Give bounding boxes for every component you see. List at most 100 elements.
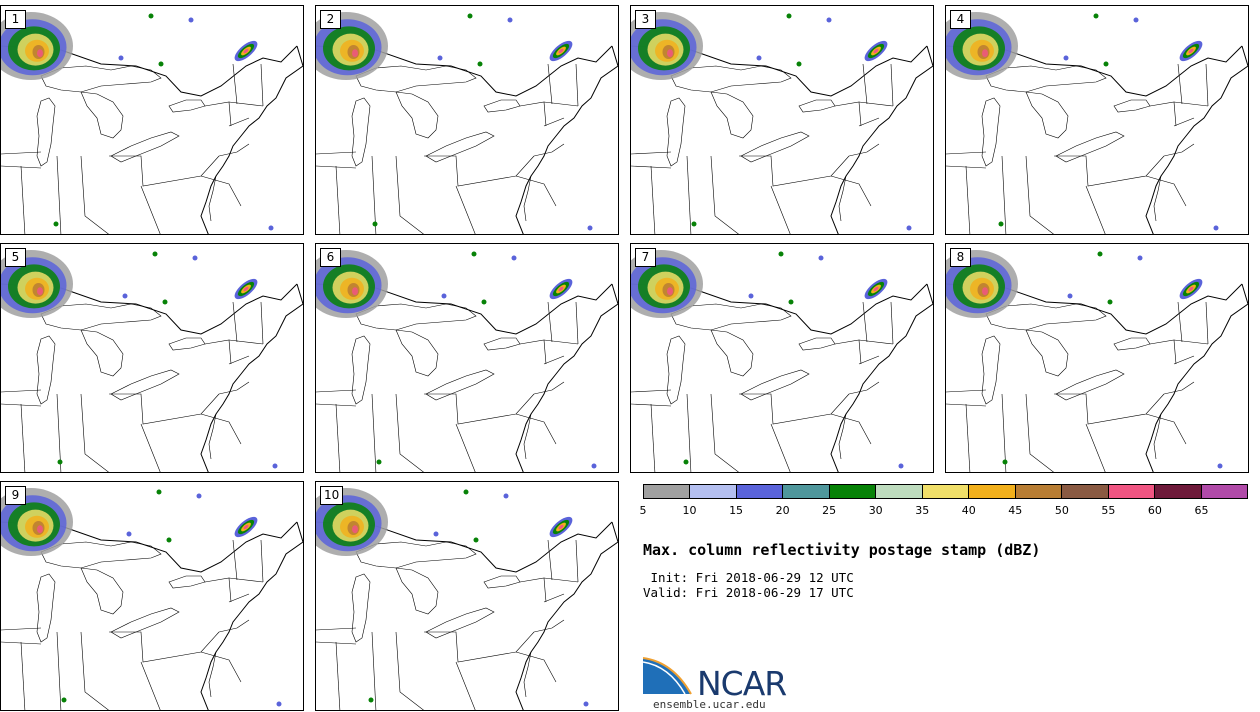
reflectivity-echo	[368, 697, 374, 703]
map-boundary	[351, 573, 371, 643]
member-map	[631, 12, 933, 234]
map-boundary	[1205, 63, 1209, 107]
map-boundary	[1173, 339, 1209, 345]
member-label: 9	[5, 486, 26, 505]
map-boundary	[533, 143, 565, 157]
reflectivity-echo	[57, 459, 63, 465]
map-boundary	[1205, 301, 1209, 345]
map-boundary	[858, 339, 894, 345]
map-boundary	[686, 393, 692, 472]
map-boundary	[946, 283, 1243, 335]
colorbar-segment	[644, 485, 691, 498]
map-boundary	[862, 301, 868, 343]
map-boundary	[36, 97, 56, 167]
map-boundary	[483, 575, 521, 589]
reflectivity-echo	[683, 459, 689, 465]
reflectivity-echo	[1093, 13, 1099, 19]
member-panel-1: 1	[0, 5, 304, 235]
map-boundary	[228, 339, 264, 345]
member-label: 2	[320, 10, 341, 29]
reflectivity-echo	[467, 13, 473, 19]
member-map	[631, 250, 933, 472]
map-boundary	[650, 165, 656, 234]
map-boundary	[670, 303, 792, 331]
map-boundary	[395, 155, 424, 234]
map-boundary	[260, 301, 264, 345]
map-boundary	[371, 631, 377, 710]
map-boundary	[395, 631, 424, 710]
reflectivity-echo	[156, 489, 162, 495]
colorbar-segment	[1015, 485, 1063, 498]
map-boundary	[666, 97, 686, 167]
colorbar-tick-label: 10	[682, 504, 697, 517]
reflectivity-echo	[507, 17, 513, 23]
member-map	[316, 488, 618, 710]
map-boundary	[200, 413, 242, 445]
reflectivity-echo	[53, 221, 59, 227]
reflectivity-echo	[1103, 61, 1109, 67]
map-boundary	[260, 539, 264, 583]
reflectivity-echo	[352, 287, 358, 296]
reflectivity-echo	[276, 701, 282, 707]
member-label: 5	[5, 248, 26, 267]
map-boundary	[631, 283, 928, 335]
reflectivity-echo	[982, 49, 988, 58]
reflectivity-echo	[243, 524, 249, 530]
map-boundary	[316, 521, 613, 573]
member-map	[1, 12, 303, 234]
colorbar-tick-label: 35	[915, 504, 930, 517]
map-boundary	[838, 175, 847, 222]
map-boundary	[1, 45, 298, 97]
map-boundary	[204, 577, 232, 603]
map-boundary	[858, 355, 880, 365]
map-boundary	[335, 641, 341, 710]
map-boundary	[547, 63, 553, 105]
ncar-logo-icon	[643, 657, 692, 695]
map-boundary	[710, 155, 739, 234]
map-boundary	[200, 651, 242, 683]
map-boundary	[830, 283, 933, 472]
map-boundary	[424, 155, 535, 187]
colorbar-ticks: 5 10 15 20 25 30 35 40 45 50 55 60 65	[640, 504, 1248, 518]
map-boundary	[830, 413, 872, 445]
map-boundary	[355, 303, 477, 331]
map-boundary	[515, 45, 618, 234]
map-boundary	[316, 151, 357, 155]
reflectivity-echo	[587, 225, 593, 231]
reflectivity-echo	[152, 251, 158, 257]
map-boundary	[543, 355, 565, 365]
map-boundary	[1163, 381, 1195, 395]
map-boundary	[218, 619, 250, 633]
map-boundary	[1145, 175, 1187, 207]
map-boundary	[519, 101, 547, 127]
map-boundary	[168, 575, 206, 589]
map-boundary	[1145, 283, 1248, 472]
map-boundary	[981, 335, 1001, 405]
reflectivity-echo	[818, 255, 824, 261]
member-label: 3	[635, 10, 656, 29]
colorbar-tick-label: 50	[1054, 504, 1069, 517]
map-boundary	[232, 301, 238, 343]
map-boundary	[208, 413, 217, 460]
reflectivity-echo	[558, 524, 564, 530]
colorbar-tick-label: 60	[1147, 504, 1162, 517]
map-boundary	[1025, 155, 1054, 234]
map-boundary	[985, 65, 1107, 93]
map-boundary	[483, 99, 521, 113]
reflectivity-echo	[558, 48, 564, 54]
map-boundary	[946, 151, 987, 155]
reflectivity-echo	[1107, 299, 1113, 305]
map-boundary	[351, 97, 371, 167]
map-boundary	[335, 403, 341, 472]
reflectivity-echo	[591, 463, 597, 469]
map-boundary	[80, 91, 124, 139]
init-time: Init: Fri 2018-06-29 12 UTC	[643, 570, 854, 585]
reflectivity-echo	[268, 225, 274, 231]
reflectivity-echo	[272, 463, 278, 469]
map-boundary	[523, 413, 532, 460]
map-boundary	[395, 91, 439, 139]
map-boundary	[228, 117, 250, 127]
map-boundary	[20, 165, 26, 234]
map-boundary	[575, 63, 579, 107]
map-boundary	[20, 403, 26, 472]
